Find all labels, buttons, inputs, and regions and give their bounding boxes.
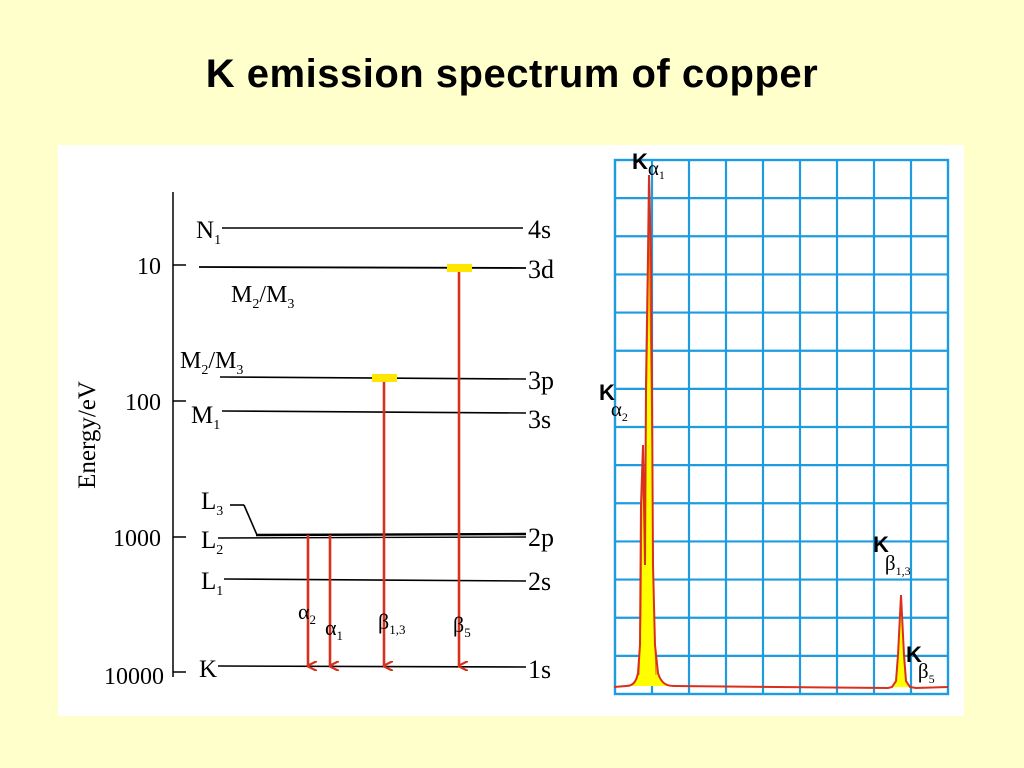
energy-level-diagram: 10 100 1000 10000 Energy/eV N1 M2/M3 M2/… xyxy=(74,192,554,690)
tick-label-1000: 1000 xyxy=(113,526,161,552)
level-line-1s xyxy=(217,665,527,668)
shell-label-L1: L1 xyxy=(201,568,223,599)
level-line-L3-connector xyxy=(243,504,258,536)
tick-label-10000: 10000 xyxy=(104,664,164,690)
figure-svg: 10 100 1000 10000 Energy/eV N1 M2/M3 M2/… xyxy=(74,149,950,696)
peak-fill-k-alpha xyxy=(626,182,674,686)
slide-title: K emission spectrum of copper xyxy=(205,52,819,96)
tick-label-100: 100 xyxy=(125,390,161,416)
level-line-2s xyxy=(223,578,527,582)
level-line-2p-lower xyxy=(217,536,527,539)
transition-label-alpha2: α2 xyxy=(298,599,316,627)
transition-label-alpha1: α1 xyxy=(325,615,343,643)
energy-axis-label: Energy/eV xyxy=(74,381,101,489)
orbital-label-4s: 4s xyxy=(528,215,551,244)
shell-label-M2M3-3p: M2/M3 xyxy=(180,348,243,378)
level-line-2p xyxy=(255,532,527,537)
spectrum-grid xyxy=(613,158,950,696)
orbital-label-3d: 3d xyxy=(528,255,554,284)
orbital-label-2p: 2p xyxy=(528,523,554,552)
orbital-label-1s: 1s xyxy=(528,655,551,684)
level-line-3s xyxy=(221,410,527,414)
level-line-3d xyxy=(198,266,527,269)
orbital-label-3p: 3p xyxy=(528,366,554,395)
orbital-label-2s: 2s xyxy=(528,567,551,596)
shell-label-L3: L3 xyxy=(201,488,223,519)
shell-label-K: K xyxy=(199,656,217,683)
orbital-label-3s: 3s xyxy=(528,405,551,434)
transition-label-beta5: β5 xyxy=(453,612,471,640)
transition-label-beta13: β1,3 xyxy=(378,609,405,637)
peak-fill-k-beta13 xyxy=(892,595,910,687)
highlight-3d xyxy=(447,264,472,272)
shell-label-L2: L2 xyxy=(201,527,223,558)
shell-label-M2M3-3d: M2/M3 xyxy=(231,282,294,312)
tick-label-10: 10 xyxy=(137,254,161,280)
shell-label-N1: N1 xyxy=(196,217,221,248)
spectrum-line-echo xyxy=(638,204,657,676)
peak-label-k-alpha1: Kα1 xyxy=(632,149,665,182)
highlight-3p xyxy=(372,374,397,382)
figure-panel: 10 100 1000 10000 Energy/eV N1 M2/M3 M2/… xyxy=(58,145,964,716)
shell-label-M1: M1 xyxy=(191,402,220,433)
